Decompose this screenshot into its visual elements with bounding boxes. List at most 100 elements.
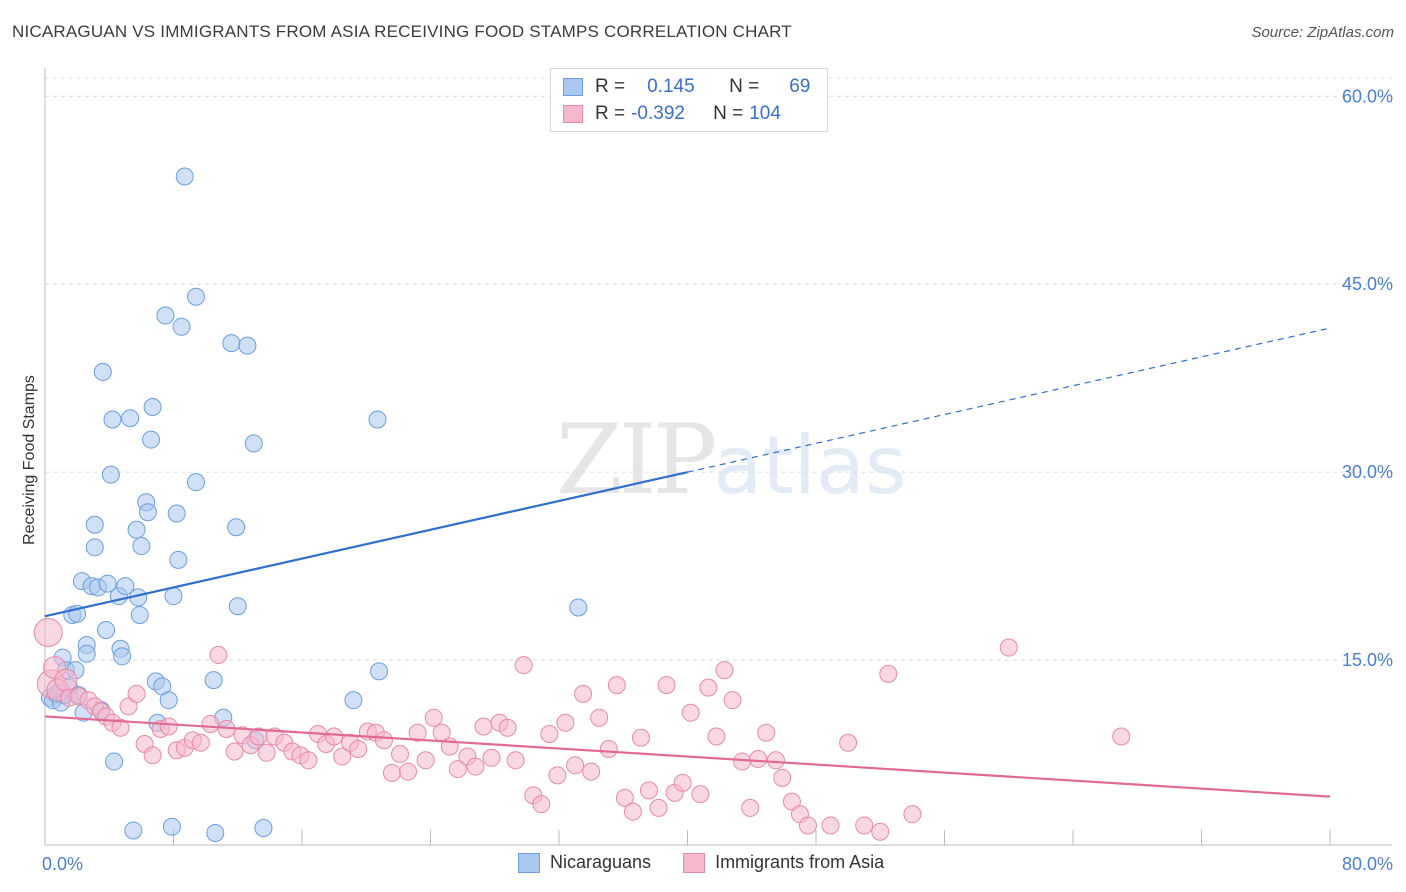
nicaraguan-point [121, 409, 140, 428]
nicaraguan-point [175, 167, 194, 186]
asia-point [590, 708, 609, 727]
legend-item-nicaraguans: Nicaraguans [518, 852, 651, 873]
asia-point [821, 816, 840, 835]
asia-point [556, 713, 575, 732]
asia-point [582, 762, 601, 781]
nicaraguan-point [113, 647, 132, 666]
asia-point [773, 768, 792, 787]
asia-point [1112, 727, 1131, 746]
asia-point [749, 750, 768, 769]
nicaraguan-point [130, 605, 149, 624]
nicaraguan-point [103, 410, 122, 429]
source-label: Source: ZipAtlas.com [1251, 24, 1394, 41]
nicaraguan-point [101, 465, 120, 484]
asia-point [201, 714, 220, 733]
nicaraguan-point [127, 520, 146, 539]
asia-point [766, 751, 785, 770]
nicaraguan-point [93, 362, 112, 381]
legend-n-label: N = [729, 76, 760, 97]
nicaraguan-point [204, 671, 223, 690]
nicaraguan-trendline [44, 471, 688, 618]
nicaraguan-point [186, 473, 205, 492]
asia-point [349, 740, 368, 759]
x-tick-label: 0.0% [42, 854, 83, 874]
y-tick-label: 45.0% [1342, 274, 1393, 294]
asia-point [631, 728, 650, 747]
legend-n-value: 69 [789, 76, 811, 97]
asia-point [657, 676, 676, 695]
chart-title: NICARAGUAN VS IMMIGRANTS FROM ASIA RECEI… [12, 22, 792, 41]
asia-point [191, 733, 210, 752]
nicaraguan-point [97, 621, 116, 640]
y-tick-label: 30.0% [1342, 462, 1393, 482]
legend-swatch-pink [563, 105, 583, 123]
asia-point [879, 664, 898, 683]
asia-point [325, 727, 344, 746]
asia-point [839, 733, 858, 752]
asia-point [566, 756, 585, 775]
nicaraguan-point [116, 577, 135, 596]
legend-n-value: 104 [749, 103, 781, 124]
asia-point [999, 638, 1018, 657]
asia-point [333, 747, 352, 766]
asia-point [498, 718, 517, 737]
nicaraguan-point [98, 574, 117, 593]
asia-point [757, 723, 776, 742]
nicaraguan-point [142, 430, 161, 449]
nicaraguan-point [569, 598, 588, 617]
legend-label-nicaraguans: Nicaraguans [550, 852, 652, 872]
asia-point [416, 751, 435, 770]
asia-point [159, 717, 178, 736]
nicaraguan-point [238, 336, 257, 355]
x-tick-label: 80.0% [1342, 854, 1393, 874]
asia-point [798, 816, 817, 835]
asia-point [574, 684, 593, 703]
nicaraguan-point [186, 287, 205, 306]
asia-point [382, 763, 401, 782]
asia-point [599, 740, 618, 759]
nicaraguan-point [124, 821, 143, 840]
asia-point [532, 795, 551, 814]
nicaraguan-point [254, 818, 273, 837]
legend-r-label: R = [595, 103, 626, 124]
legend-swatch-blue [518, 852, 540, 873]
asia-point [691, 785, 710, 804]
y-tick-label: 60.0% [1342, 86, 1393, 106]
nicaraguan-point [132, 537, 151, 556]
asia-point [607, 676, 626, 695]
nicaraguan-point [105, 752, 124, 771]
asia-point [681, 703, 700, 722]
legend-r-value: 0.145 [647, 76, 695, 97]
nicaraguan-point [227, 518, 246, 537]
asia-point [855, 816, 874, 835]
nicaraguan-point [143, 397, 162, 416]
asia-point [257, 743, 276, 762]
asia-point [225, 742, 244, 761]
legend-r-label: R = [595, 76, 626, 97]
asia-point [111, 718, 130, 737]
legend-swatch-blue [563, 78, 583, 96]
nicaraguan-point [206, 823, 225, 842]
asia-point [733, 752, 752, 771]
y-tick-label: 15.0% [1342, 650, 1393, 670]
asia-point [639, 781, 658, 800]
asia-point [299, 751, 318, 770]
asia-point [707, 727, 726, 746]
nicaraguan-point [222, 334, 241, 353]
nicaraguan-point [77, 644, 96, 663]
stats-legend: R = 0.145 N = 69 R = -0.392 N = 104 [550, 68, 828, 132]
nicaraguan-point [162, 817, 181, 836]
asia-point [209, 646, 228, 665]
legend-row-asia: R = -0.392 N = 104 [563, 101, 781, 127]
nicaraguan-point [156, 306, 175, 325]
asia-point [673, 773, 692, 792]
asia-point [33, 618, 63, 648]
asia-point [424, 708, 443, 727]
asia-point [127, 684, 146, 703]
asia-point [741, 798, 760, 817]
asia-point [482, 748, 501, 767]
legend-n-label: N = [713, 103, 744, 124]
legend-label-asia: Immigrants from Asia [715, 852, 885, 872]
nicaraguan-point [167, 504, 186, 523]
